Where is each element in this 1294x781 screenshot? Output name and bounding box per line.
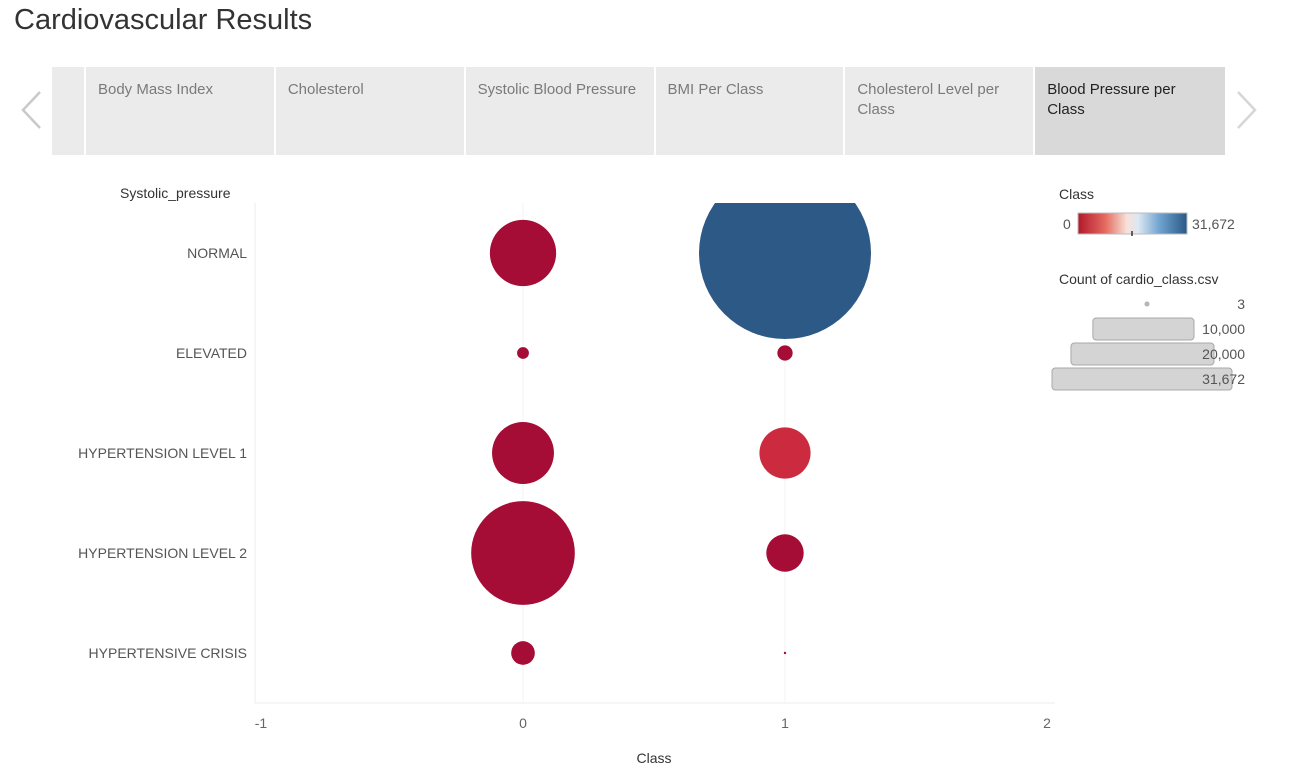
bubble-mark[interactable] <box>759 427 811 479</box>
row-label: ELEVATED <box>176 345 247 361</box>
x-axis-title: Class <box>636 750 671 766</box>
bubble-mark[interactable] <box>777 345 793 361</box>
size-legend-mark <box>1051 367 1233 391</box>
size-legend-mark <box>1092 317 1195 341</box>
size-legend-label: 20,000 <box>1202 346 1245 362</box>
color-legend-title: Class <box>1059 186 1094 202</box>
row-label: HYPERTENSION LEVEL 1 <box>78 445 247 461</box>
bubble-mark[interactable] <box>699 167 871 339</box>
color-legend-min: 0 <box>1063 216 1071 232</box>
bubble-mark[interactable] <box>783 651 787 655</box>
x-tick-label: 2 <box>1043 715 1051 731</box>
row-label: HYPERTENSIVE CRISIS <box>89 645 247 661</box>
tab-spacer <box>52 67 86 155</box>
color-legend-max: 31,672 <box>1192 216 1235 232</box>
tab-cholesterol-level-per-class[interactable]: Cholesterol Level per Class <box>845 67 1036 155</box>
bubble-mark[interactable] <box>766 534 804 572</box>
size-legend-label: 31,672 <box>1202 371 1245 387</box>
tab-systolic-blood-pressure[interactable]: Systolic Blood Pressure <box>466 67 656 155</box>
tab-cholesterol[interactable]: Cholesterol <box>276 67 466 155</box>
bubble-mark[interactable] <box>517 347 529 359</box>
size-legend-title: Count of cardio_class.csv <box>1059 271 1219 287</box>
x-tick-label: 1 <box>781 715 789 731</box>
bubble-mark[interactable] <box>511 641 535 665</box>
size-legend-mark <box>1144 301 1150 307</box>
story-tabs: Body Mass Index Cholesterol Systolic Blo… <box>52 67 1226 155</box>
bubble-mark[interactable] <box>492 422 554 484</box>
row-field-label: Systolic_pressure <box>120 185 231 201</box>
size-legend-mark <box>1070 342 1215 366</box>
x-tick-label: -1 <box>255 715 268 731</box>
page-title: Cardiovascular Results <box>14 4 313 36</box>
row-label: HYPERTENSION LEVEL 2 <box>78 545 247 561</box>
tab-body-mass-index[interactable]: Body Mass Index <box>86 67 276 155</box>
size-legend-label: 10,000 <box>1202 321 1245 337</box>
chevron-left-icon[interactable] <box>18 88 44 132</box>
bubble-mark[interactable] <box>489 219 557 287</box>
x-tick-label: 0 <box>519 715 527 731</box>
row-label: NORMAL <box>187 245 247 261</box>
color-legend-bar <box>1077 212 1188 235</box>
size-legend-label: 3 <box>1237 296 1245 312</box>
tab-bmi-per-class[interactable]: BMI Per Class <box>656 67 846 155</box>
bubble-mark[interactable] <box>471 501 575 605</box>
tab-blood-pressure-per-class[interactable]: Blood Pressure per Class <box>1035 67 1226 155</box>
chevron-right-icon[interactable] <box>1234 88 1260 132</box>
